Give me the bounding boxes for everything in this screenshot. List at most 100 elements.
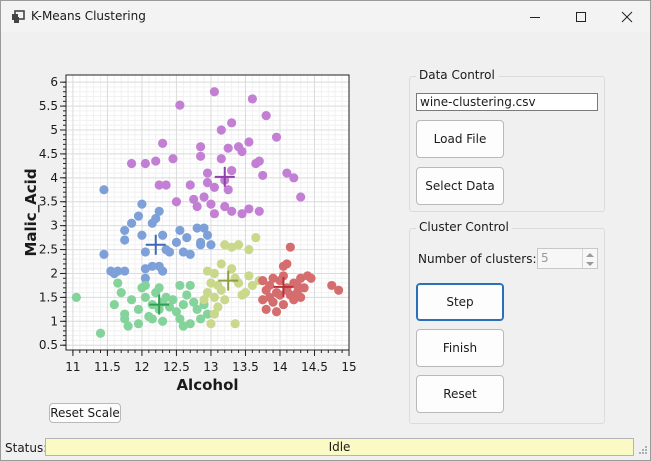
data-point xyxy=(140,158,150,169)
data-point xyxy=(271,307,282,317)
num-clusters-value: 5 xyxy=(541,251,549,265)
select-data-label: Select Data xyxy=(425,179,495,193)
x-tick-label: 12 xyxy=(134,360,149,374)
minimize-icon xyxy=(530,16,540,18)
data-point xyxy=(120,235,130,245)
data-point xyxy=(244,244,254,255)
x-tick-label: 13.5 xyxy=(232,360,259,374)
y-tick-label: 3.5 xyxy=(39,195,58,209)
close-button[interactable] xyxy=(604,1,650,32)
spin-up-button[interactable] xyxy=(583,249,597,259)
data-point xyxy=(278,271,289,281)
data-point xyxy=(244,137,254,147)
data-point xyxy=(137,230,147,240)
data-point xyxy=(199,192,209,202)
data-point xyxy=(327,280,337,291)
data-point xyxy=(164,247,175,257)
data-point xyxy=(254,206,264,216)
data-point xyxy=(233,240,244,250)
data-point xyxy=(120,266,130,276)
y-tick-label: 3 xyxy=(50,219,58,233)
data-point xyxy=(171,197,182,207)
data-point xyxy=(209,209,220,219)
data-point xyxy=(227,264,237,274)
data-point xyxy=(168,295,178,305)
finish-button[interactable]: Finish xyxy=(416,329,504,367)
data-point xyxy=(195,151,206,161)
data-point xyxy=(175,100,185,110)
x-tick-label: 11 xyxy=(65,360,80,374)
data-point xyxy=(334,285,344,295)
data-point xyxy=(206,240,216,250)
data-point xyxy=(258,295,268,305)
y-tick-label: 4.5 xyxy=(39,147,58,161)
plot-frame xyxy=(65,74,350,351)
data-point xyxy=(133,211,144,221)
data-point xyxy=(120,225,130,236)
data-point xyxy=(247,280,257,291)
data-point xyxy=(244,204,254,214)
data-point xyxy=(289,295,299,305)
data-point xyxy=(168,154,178,164)
data-point xyxy=(265,280,275,291)
data-point xyxy=(237,146,247,157)
data-point xyxy=(192,201,202,212)
data-point xyxy=(227,242,237,252)
select-data-button[interactable]: Select Data xyxy=(416,167,504,205)
reset-button[interactable]: Reset xyxy=(416,375,504,413)
data-point xyxy=(151,156,161,166)
spin-down-button[interactable] xyxy=(583,259,597,269)
data-point xyxy=(220,240,230,250)
reset-label: Reset xyxy=(443,387,477,401)
num-clusters-stepper[interactable]: 5 xyxy=(537,248,598,269)
data-point xyxy=(140,264,150,274)
load-file-label: Load File xyxy=(433,132,487,146)
data-point xyxy=(195,240,206,250)
x-tick-label: 15 xyxy=(341,360,356,374)
close-icon xyxy=(621,11,633,22)
data-point xyxy=(296,192,306,202)
data-point xyxy=(189,297,199,307)
load-file-button[interactable]: Load File xyxy=(416,120,504,158)
data-point xyxy=(147,314,157,324)
minimize-button[interactable] xyxy=(512,1,558,32)
data-point xyxy=(227,206,237,216)
data-point xyxy=(230,319,240,329)
data-point xyxy=(195,142,206,152)
resize-grip-icon[interactable] xyxy=(637,444,648,455)
data-point xyxy=(175,314,185,324)
maximize-button[interactable] xyxy=(558,1,604,32)
step-button[interactable]: Step xyxy=(416,283,504,321)
data-point xyxy=(202,168,213,178)
reset-scale-button[interactable]: Reset Scale xyxy=(49,403,121,423)
data-point xyxy=(178,299,188,310)
maximize-icon xyxy=(576,11,586,22)
data-point xyxy=(202,230,213,240)
x-axis-label: Alcohol xyxy=(176,376,238,394)
finish-label: Finish xyxy=(442,341,478,355)
data-point xyxy=(209,309,220,319)
data-point xyxy=(126,295,137,305)
data-control-group xyxy=(409,76,605,212)
file-path-field[interactable]: wine-clustering.csv xyxy=(416,93,598,111)
data-point xyxy=(213,280,223,291)
x-tick-label: 11.5 xyxy=(94,360,121,374)
x-tick-label: 13 xyxy=(203,360,218,374)
data-point xyxy=(282,168,292,178)
data-point xyxy=(154,283,164,293)
data-point xyxy=(268,297,278,307)
data-point xyxy=(220,295,230,305)
data-point xyxy=(185,280,195,291)
y-tick-label: 6 xyxy=(50,75,58,89)
data-point xyxy=(240,288,251,298)
data-point xyxy=(244,271,254,281)
scatter-plot[interactable]: 11 11.5 12 12.5 13 13.5 14 14.5 15 0.5 1 1.5 2 2.5 3 3.… xyxy=(19,67,359,397)
data-point xyxy=(185,180,195,190)
status-bar: Status: Idle xyxy=(1,435,650,460)
data-point xyxy=(278,299,289,310)
data-point xyxy=(199,223,209,233)
data-point xyxy=(195,314,206,324)
data-point xyxy=(192,304,202,314)
data-point xyxy=(99,185,109,195)
